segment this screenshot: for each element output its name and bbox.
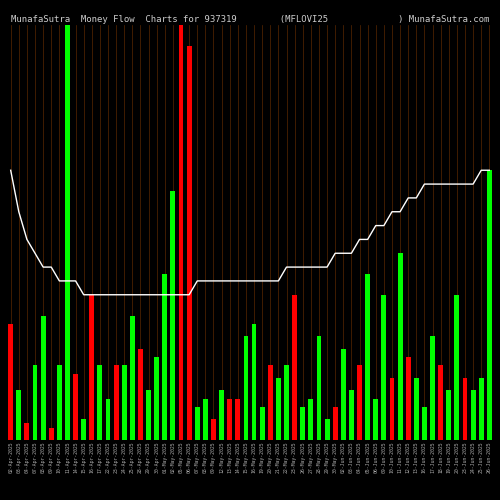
Bar: [114, 366, 118, 440]
Bar: [308, 398, 314, 440]
Bar: [438, 366, 443, 440]
Bar: [211, 419, 216, 440]
Bar: [98, 366, 102, 440]
Bar: [374, 398, 378, 440]
Bar: [65, 25, 70, 440]
Bar: [252, 324, 256, 440]
Bar: [162, 274, 168, 440]
Bar: [122, 366, 126, 440]
Bar: [398, 253, 402, 440]
Bar: [154, 357, 159, 440]
Bar: [90, 294, 94, 440]
Bar: [57, 366, 62, 440]
Bar: [203, 398, 208, 440]
Bar: [422, 407, 427, 440]
Bar: [284, 366, 289, 440]
Bar: [292, 294, 297, 440]
Bar: [73, 374, 78, 440]
Bar: [470, 390, 476, 440]
Bar: [406, 357, 410, 440]
Bar: [40, 316, 46, 440]
Bar: [138, 348, 143, 440]
Bar: [178, 25, 184, 440]
Bar: [414, 378, 418, 440]
Bar: [357, 366, 362, 440]
Bar: [244, 336, 248, 440]
Bar: [341, 348, 345, 440]
Bar: [316, 336, 322, 440]
Bar: [186, 46, 192, 440]
Bar: [130, 316, 135, 440]
Bar: [349, 390, 354, 440]
Bar: [228, 398, 232, 440]
Bar: [16, 390, 21, 440]
Bar: [390, 378, 394, 440]
Bar: [382, 294, 386, 440]
Bar: [462, 378, 468, 440]
Bar: [268, 366, 272, 440]
Bar: [276, 378, 281, 440]
Bar: [82, 419, 86, 440]
Bar: [454, 294, 460, 440]
Bar: [49, 428, 54, 440]
Bar: [32, 366, 38, 440]
Bar: [8, 324, 13, 440]
Bar: [219, 390, 224, 440]
Bar: [195, 407, 200, 440]
Bar: [236, 398, 240, 440]
Bar: [430, 336, 435, 440]
Bar: [24, 424, 29, 440]
Bar: [260, 407, 264, 440]
Bar: [170, 191, 175, 440]
Bar: [106, 398, 110, 440]
Bar: [479, 378, 484, 440]
Bar: [146, 390, 151, 440]
Bar: [446, 390, 451, 440]
Bar: [324, 419, 330, 440]
Text: MunafaSutra  Money Flow  Charts for 937319        (MFLOVI25             ) Munafa: MunafaSutra Money Flow Charts for 937319…: [11, 15, 489, 24]
Bar: [487, 170, 492, 440]
Bar: [365, 274, 370, 440]
Bar: [332, 407, 338, 440]
Bar: [300, 407, 305, 440]
